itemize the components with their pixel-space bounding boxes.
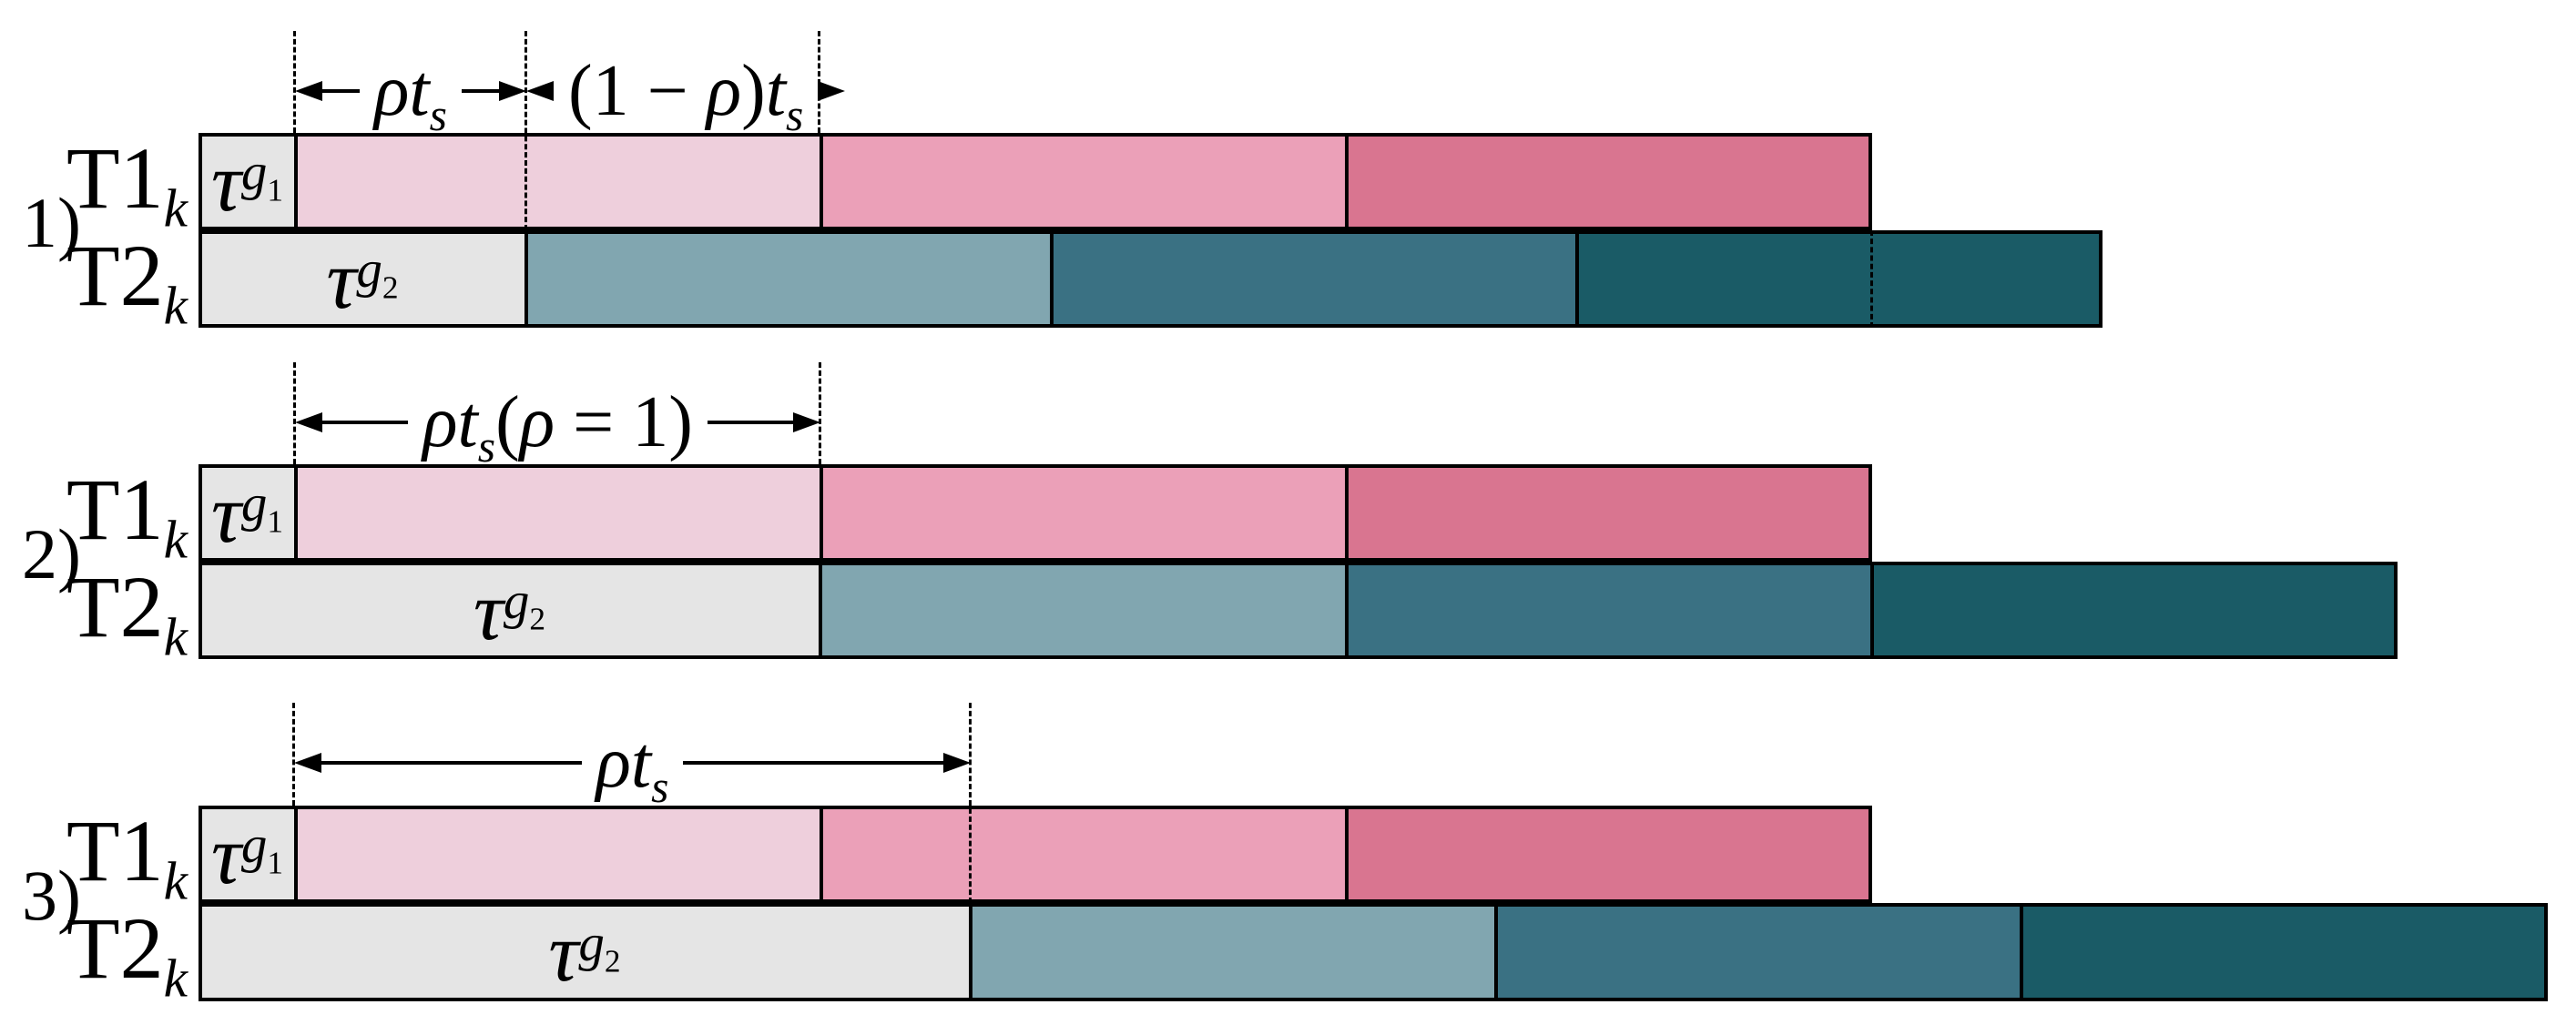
t2-slot-2 — [1496, 903, 2021, 1001]
segment-divider — [820, 806, 823, 903]
t1-row-label: T1k — [66, 460, 188, 569]
t2-slot-3 — [1872, 562, 2398, 659]
t2-slot-1 — [526, 230, 1052, 328]
t2-row-border — [199, 562, 2398, 659]
tau-g2-label: τ g2 — [326, 232, 399, 326]
dashed-guide-line — [1870, 230, 1873, 328]
dashed-guide-line — [293, 31, 296, 133]
t2-slot-3 — [2021, 903, 2548, 1001]
segment-divider — [524, 230, 528, 328]
dimension-label: ρts — [596, 723, 669, 812]
segment-divider — [294, 133, 298, 230]
dimension-line — [322, 421, 409, 424]
t1-row-border — [199, 464, 1872, 562]
t1-slot-1 — [296, 133, 821, 230]
segment-divider — [1494, 903, 1498, 1001]
tau-g1-box: τ g1 — [199, 133, 296, 230]
arrowhead-left-icon — [295, 412, 322, 432]
t1-slot-2 — [821, 806, 1347, 903]
segment-divider — [820, 464, 823, 562]
segment-divider — [819, 562, 822, 659]
tau-g2-box: τ g2 — [199, 562, 820, 659]
dimension-line — [321, 761, 582, 765]
scenario-number-label: 3) — [22, 856, 81, 935]
arrowhead-right-icon — [943, 753, 971, 773]
tau-g2-label: τ g2 — [473, 563, 546, 657]
t2-slot-1 — [820, 562, 1347, 659]
t1-row-label: T1k — [66, 128, 188, 238]
t2-row-label: T2k — [66, 557, 188, 666]
dashed-guide-line — [292, 703, 295, 806]
t1-slot-1 — [296, 806, 821, 903]
t2-slot-2 — [1347, 562, 1872, 659]
tau-g2-box: τ g2 — [199, 903, 971, 1001]
t1-slot-2 — [821, 133, 1347, 230]
tau-g1-label: τ g1 — [210, 466, 284, 560]
t1-slot-1 — [296, 464, 821, 562]
dashed-guide-line — [524, 31, 527, 230]
dimension-line — [707, 421, 793, 424]
arrowhead-right-icon — [793, 412, 820, 432]
t2-row-border — [199, 903, 2548, 1001]
t2-row-label: T2k — [66, 899, 188, 1009]
dashed-guide-line — [969, 703, 972, 903]
dimension-line — [461, 89, 499, 93]
segment-divider — [1050, 230, 1054, 328]
segment-divider — [820, 133, 823, 230]
tau-g2-box: τ g2 — [199, 230, 526, 328]
dimension-label: ρts(ρ = 1) — [423, 382, 693, 472]
arrowhead-right-icon — [499, 81, 526, 101]
dimension-line — [322, 89, 361, 93]
segment-divider — [1345, 562, 1349, 659]
segment-divider — [1870, 562, 1874, 659]
arrowhead-left-icon — [294, 753, 321, 773]
t2-slot-3 — [1577, 230, 2103, 328]
arrowhead-right-icon — [818, 81, 846, 101]
scenario-number-label: 1) — [22, 183, 81, 262]
arrowhead-left-icon — [526, 81, 554, 101]
t2-row-label: T2k — [66, 226, 188, 335]
tau-g1-label: τ g1 — [210, 807, 284, 901]
t2-slot-2 — [1052, 230, 1577, 328]
tau-g2-label: τ g2 — [548, 906, 621, 999]
segment-divider — [1345, 133, 1349, 230]
dimension-label: ρts — [374, 51, 447, 140]
tau-g1-box: τ g1 — [199, 806, 296, 903]
dimension-line — [683, 761, 943, 765]
t2-slot-1 — [971, 903, 1496, 1001]
segment-divider — [1575, 230, 1579, 328]
scenario-number-label: 2) — [22, 514, 81, 594]
segment-divider — [1345, 806, 1349, 903]
segment-divider — [294, 806, 298, 903]
tau-g1-box: τ g1 — [199, 464, 296, 562]
tau-g1-label: τ g1 — [210, 135, 284, 228]
t1-row-label: T1k — [66, 801, 188, 910]
segment-divider — [2020, 903, 2023, 1001]
t1-row-border — [199, 133, 1872, 230]
segment-divider — [294, 464, 298, 562]
t1-row-border — [199, 806, 1872, 903]
t1-slot-3 — [1347, 806, 1872, 903]
t1-slot-2 — [821, 464, 1347, 562]
dimension-label: (1 − ρ)ts — [568, 51, 804, 140]
t2-row-border — [199, 230, 2103, 328]
dashed-guide-line — [293, 362, 296, 464]
t1-slot-3 — [1347, 464, 1872, 562]
arrowhead-left-icon — [295, 81, 322, 101]
t1-slot-3 — [1347, 133, 1872, 230]
segment-divider — [969, 903, 972, 1001]
segment-divider — [1345, 464, 1349, 562]
